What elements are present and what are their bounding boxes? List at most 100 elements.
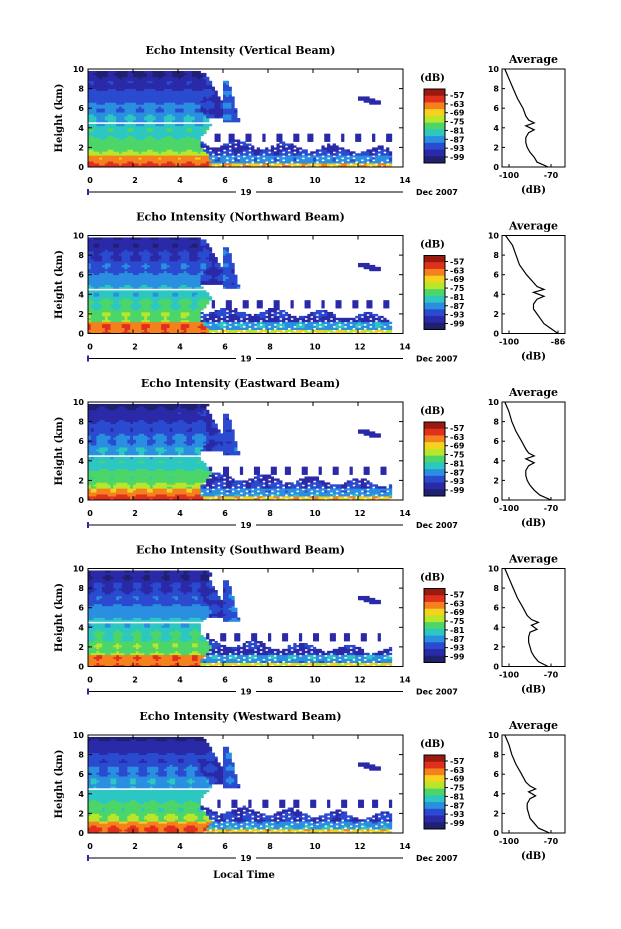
heatmap-cell [310,133,314,137]
heatmap-cell [149,114,154,117]
y-tick-label: 10 [73,65,85,74]
heatmap-cell [102,127,106,131]
heatmap-cell [88,149,92,152]
heatmap-cell [124,131,128,135]
heatmap-cell [124,159,128,162]
heatmap-cell [102,125,106,129]
heatmap-cell [110,147,114,150]
heatmap-cell [152,98,156,101]
heatmap-cell [158,159,162,162]
heatmap-cell [155,290,159,293]
heatmap-cell [96,102,100,105]
heatmap-cell [107,141,111,144]
heatmap-cell [121,145,125,148]
heatmap-cell [141,104,145,107]
heatmap-cell [144,153,148,156]
heatmap-cell [133,114,137,117]
heatmap-cell [152,153,156,156]
heatmap-cell [158,116,162,119]
heatmap-cell [372,147,376,150]
heatmap-cell [110,88,114,91]
heatmap-cell [110,80,114,84]
heatmap-cell [161,135,165,138]
heatmap-cell [141,149,145,152]
heatmap-cell [90,72,95,76]
heatmap-cell [380,145,384,148]
heatmap-cell [369,98,373,101]
heatmap-cell [144,92,148,95]
heatmap-cell [161,74,165,78]
heatmap-cell [121,118,125,121]
heatmap-cell [144,78,148,82]
heatmap-cell [135,147,140,150]
heatmap-cell [161,159,165,162]
heatmap-cell [152,80,156,84]
heatmap-cell [135,72,140,76]
heatmap-cell [124,100,128,103]
heatmap-cell [135,100,140,103]
heatmap-cell [133,78,137,82]
heatmap-cell [149,118,154,121]
heatmap-cell [113,139,117,142]
heatmap-cell [88,139,92,142]
heatmap-cell [118,74,123,78]
heatmap-cell [135,118,140,121]
heatmap-cell [206,292,210,295]
heatmap-cell [102,84,106,88]
heatmap-cell [99,143,103,146]
heatmap-cell [133,141,137,144]
heatmap-cell [116,123,120,127]
heatmap-cell [130,125,134,129]
heatmap-cell [141,163,145,166]
heatmap-cell [138,96,142,99]
heatmap-cell [158,139,162,142]
heatmap-cell [110,155,114,158]
heatmap-cell [138,139,142,142]
heatmap-cell [335,161,339,164]
heatmap-cell [133,127,137,131]
heatmap-cell [88,135,92,138]
heatmap-cell [107,88,111,91]
heatmap-cell [127,118,131,121]
date-label: Dec 2007 [416,188,458,197]
heatmap-cell [88,155,92,158]
heatmap-cell [186,123,190,127]
heatmap-cell [99,86,103,89]
heatmap-cell [116,290,120,293]
heatmap-cell [133,106,137,109]
heatmap-cell [248,155,252,158]
heatmap-cell [121,88,125,91]
heatmap-cell [152,131,156,135]
heatmap-cell [158,84,162,88]
heatmap-cell [90,88,95,91]
heatmap-cell [172,123,176,127]
heatmap-cell [163,94,168,97]
heatmap-cell [130,116,134,119]
heatmap-cell [332,143,336,146]
heatmap-cell [147,102,151,105]
heatmap-cell [135,90,140,93]
heatmap-cell [116,155,120,158]
heatmap-cell [107,76,111,80]
colorbar-tick-label: -99 [450,153,465,162]
heatmap-cell [163,84,168,88]
heatmap-cell [147,82,151,86]
heatmap-cell [369,149,373,152]
heatmap-cell [110,135,114,138]
heatmap-cell [107,94,111,97]
heatmap-cell [93,237,97,240]
heatmap-cell [141,139,145,142]
profile-x-label: (dB) [521,185,546,196]
heatmap-cell [192,123,196,127]
heatmap-cell [110,98,114,101]
heatmap-cell [104,100,109,103]
heatmap-cell [116,106,120,109]
heatmap-cell [144,88,148,91]
heatmap-cell [161,151,165,154]
heatmap-cell [358,96,362,99]
heatmap-cell [144,106,148,109]
heatmap-cell [96,90,100,93]
heatmap-cell [152,127,156,131]
heatmap-cell [118,70,123,74]
heatmap-cell [149,139,154,142]
